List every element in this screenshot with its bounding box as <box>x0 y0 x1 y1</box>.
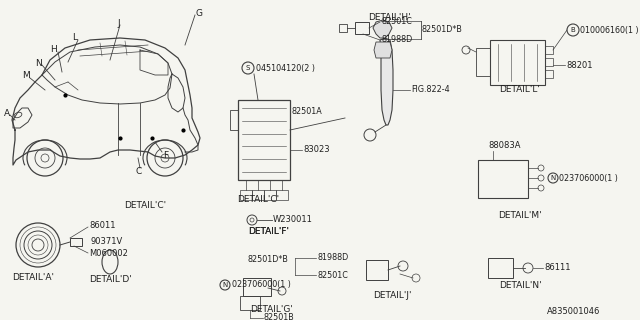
Text: DETAIL'H': DETAIL'H' <box>368 13 411 22</box>
Text: H: H <box>50 45 57 54</box>
Text: 86011: 86011 <box>89 221 115 230</box>
Text: DETAIL'J': DETAIL'J' <box>372 291 412 300</box>
Text: DETAIL'N': DETAIL'N' <box>499 281 541 290</box>
Text: 023706000(1 ): 023706000(1 ) <box>559 173 618 182</box>
Text: FIG.822-4: FIG.822-4 <box>411 85 450 94</box>
Text: N: N <box>222 282 228 288</box>
Polygon shape <box>373 20 392 38</box>
Text: DETAIL'C': DETAIL'C' <box>237 196 279 204</box>
Text: 81988D: 81988D <box>317 253 348 262</box>
Text: DETAIL'M': DETAIL'M' <box>498 211 542 220</box>
Text: G: G <box>196 9 203 18</box>
Text: 023706000(1 ): 023706000(1 ) <box>232 281 291 290</box>
Text: DETAIL'G': DETAIL'G' <box>251 306 293 315</box>
Text: 045104120(2 ): 045104120(2 ) <box>256 63 315 73</box>
Text: 88083A: 88083A <box>488 140 520 149</box>
Text: 86111: 86111 <box>544 263 570 273</box>
Text: J: J <box>117 19 120 28</box>
Text: L: L <box>72 33 77 42</box>
Text: W230011: W230011 <box>273 215 313 225</box>
Text: 010006160(1 ): 010006160(1 ) <box>580 26 639 35</box>
Text: DETAIL'C': DETAIL'C' <box>124 201 166 210</box>
Text: DETAIL'D': DETAIL'D' <box>88 276 131 284</box>
Text: 88201: 88201 <box>566 60 593 69</box>
Text: B: B <box>571 27 575 33</box>
Text: 82501C: 82501C <box>381 17 412 26</box>
Polygon shape <box>380 38 393 125</box>
Text: 81988D: 81988D <box>381 35 412 44</box>
Text: S: S <box>246 65 250 71</box>
Text: N: N <box>550 175 556 181</box>
Text: 90371V: 90371V <box>91 237 123 246</box>
Text: DETAIL'F': DETAIL'F' <box>248 228 289 236</box>
Text: 82501B: 82501B <box>264 314 295 320</box>
Text: F: F <box>163 150 168 159</box>
Text: 82501D*B: 82501D*B <box>422 26 463 35</box>
Text: C: C <box>136 166 142 175</box>
Text: DETAIL'L': DETAIL'L' <box>500 85 540 94</box>
Text: M: M <box>22 71 29 81</box>
Text: 82501A: 82501A <box>292 108 323 116</box>
Text: DETAIL'F': DETAIL'F' <box>248 228 289 236</box>
Text: 83023: 83023 <box>303 146 330 155</box>
Text: 82501C: 82501C <box>317 270 348 279</box>
Text: 82501D*B: 82501D*B <box>248 255 289 265</box>
Text: A: A <box>4 108 10 117</box>
Text: N: N <box>35 59 42 68</box>
Polygon shape <box>374 42 392 58</box>
Text: M060002: M060002 <box>89 249 128 258</box>
Text: A835001046: A835001046 <box>547 308 600 316</box>
Text: DETAIL'A': DETAIL'A' <box>12 273 54 282</box>
